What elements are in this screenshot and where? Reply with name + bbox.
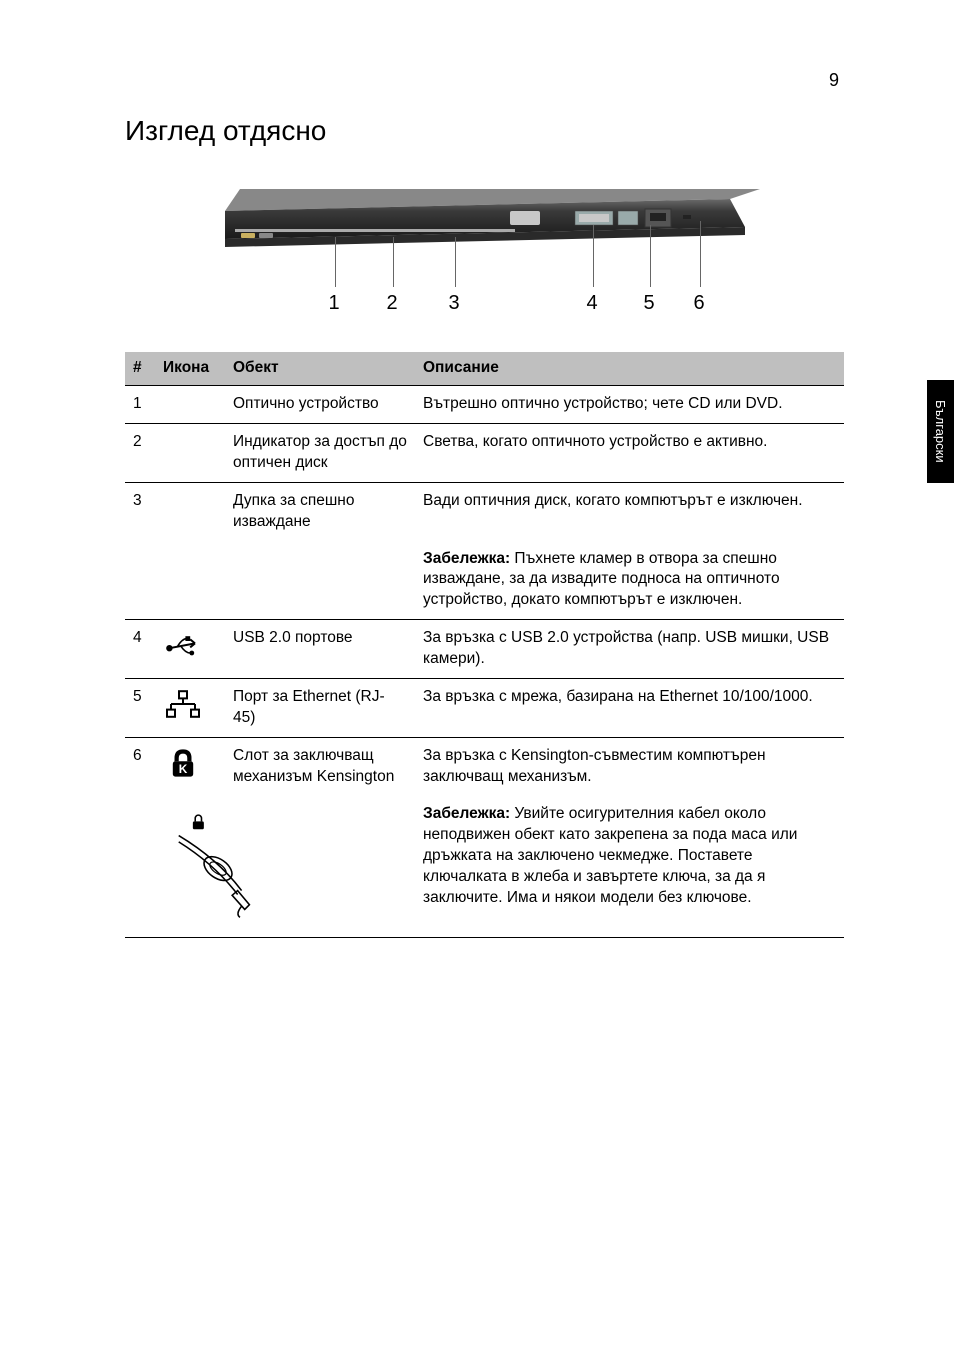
cell-desc: Вади оптичния диск, когато компютърът е …: [415, 482, 844, 540]
cell-desc: За връзка с мрежа, базирана на Ethernet …: [415, 679, 844, 738]
table-row: 2 Индикатор за достъп до оптичен диск Св…: [125, 423, 844, 482]
cell-icon: K: [155, 737, 225, 795]
table-row-note: Забележка: Пъхнете кламер в отвора за сп…: [125, 541, 844, 620]
callout-3: 3: [449, 292, 460, 315]
cell-icon: [155, 679, 225, 738]
usb-icon: [163, 628, 203, 662]
header-icon: Икона: [155, 352, 225, 385]
note-label: Забележка:: [423, 805, 510, 822]
svg-text:K: K: [179, 762, 188, 776]
cell-object: Порт за Ethernet (RJ-45): [225, 679, 415, 738]
kensington-icon: K: [163, 746, 203, 780]
callout-6: 6: [694, 292, 705, 315]
callout-1: 1: [329, 292, 340, 315]
cell-num: 4: [125, 620, 155, 679]
cell-icon-illustration: [155, 796, 415, 937]
header-num: #: [125, 352, 155, 385]
cell-note: Забележка: Увийте осигурителния кабел ок…: [415, 796, 844, 937]
cell-num: 3: [125, 482, 155, 540]
cell-num: 2: [125, 423, 155, 482]
header-desc: Описание: [415, 352, 844, 385]
cell-desc: За връзка с USB 2.0 устройства (напр. US…: [415, 620, 844, 679]
cell-object: Оптично устройство: [225, 385, 415, 423]
spec-table: # Икона Обект Описание 1 Оптично устройс…: [125, 352, 844, 938]
note-label: Забележка:: [423, 550, 510, 567]
cell-num: 1: [125, 385, 155, 423]
lock-illustration-icon: [163, 812, 273, 922]
callout-4: 4: [587, 292, 598, 315]
cell-icon: [155, 620, 225, 679]
cell-desc: Светва, когато оптичното устройство е ак…: [415, 423, 844, 482]
cell-desc: За връзка с Kensington-съвместим компютъ…: [415, 737, 844, 795]
page-title: Изглед отдясно: [125, 115, 844, 147]
laptop-side-illustration: [205, 189, 765, 259]
cell-object: USB 2.0 портове: [225, 620, 415, 679]
table-row: 4 USB 2.0 портове За връзка с USB 2.0 ус…: [125, 620, 844, 679]
cell-object: Дупка за спешно изваждане: [225, 482, 415, 540]
language-tab: Български: [927, 380, 954, 483]
table-row: 5 Порт за Ethernet (RJ-45) За връзка с м…: [125, 679, 844, 738]
figure: 1 2 3 4 5 6: [125, 177, 844, 322]
table-row: 1 Оптично устройство Вътрешно оптично ус…: [125, 385, 844, 423]
cell-icon: [155, 482, 225, 540]
cell-object: Индикатор за достъп до оптичен диск: [225, 423, 415, 482]
cell-num: 5: [125, 679, 155, 738]
ethernet-icon: [163, 687, 203, 721]
cell-desc: Вътрешно оптично устройство; чете CD или…: [415, 385, 844, 423]
table-row: 3 Дупка за спешно изваждане Вади оптични…: [125, 482, 844, 540]
cell-object: Слот за заключващ механизъм Kensington: [225, 737, 415, 795]
cell-num: 6: [125, 737, 155, 795]
table-row-note: Забележка: Увийте осигурителния кабел ок…: [125, 796, 844, 937]
callout-2: 2: [387, 292, 398, 315]
header-object: Обект: [225, 352, 415, 385]
cell-note: Забележка: Пъхнете кламер в отвора за сп…: [415, 541, 844, 620]
callout-5: 5: [644, 292, 655, 315]
table-row: 6 K Слот за заключващ механизъм Kensingt…: [125, 737, 844, 795]
cell-icon: [155, 423, 225, 482]
page-number: 9: [829, 70, 839, 91]
cell-icon: [155, 385, 225, 423]
table-header-row: # Икона Обект Описание: [125, 352, 844, 385]
